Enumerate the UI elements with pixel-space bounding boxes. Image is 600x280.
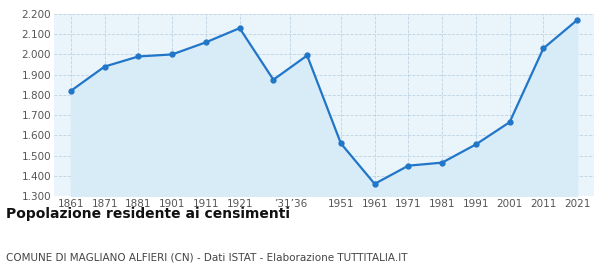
Text: COMUNE DI MAGLIANO ALFIERI (CN) - Dati ISTAT - Elaborazione TUTTITALIA.IT: COMUNE DI MAGLIANO ALFIERI (CN) - Dati I… xyxy=(6,252,407,262)
Text: Popolazione residente ai censimenti: Popolazione residente ai censimenti xyxy=(6,207,290,221)
